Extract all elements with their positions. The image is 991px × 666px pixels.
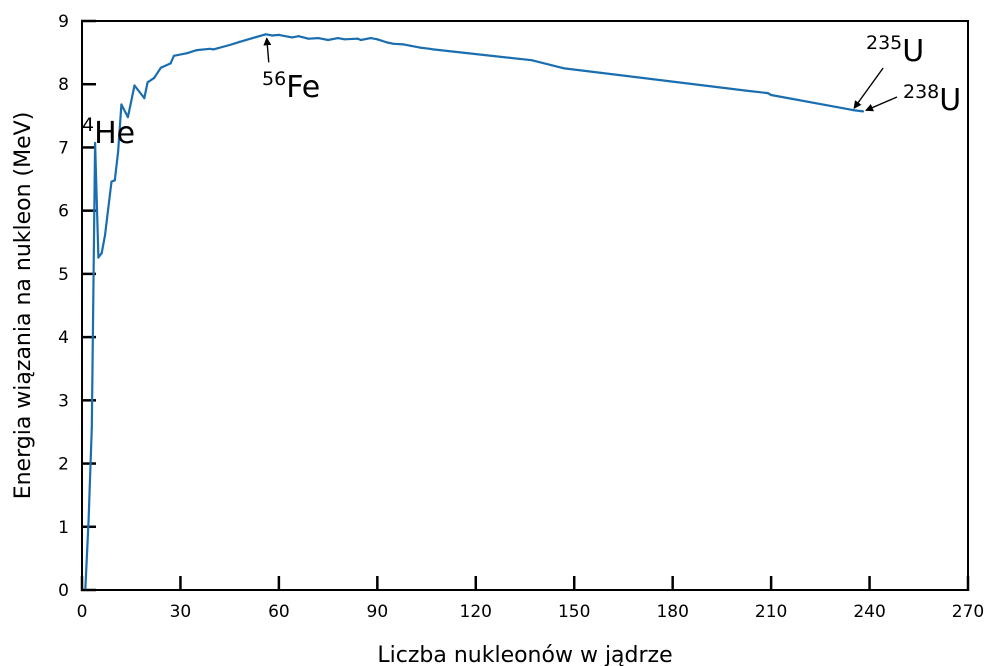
data-point xyxy=(103,234,107,237)
data-point xyxy=(251,37,254,40)
data-point xyxy=(336,37,340,40)
y-tick-label: 1 xyxy=(58,518,69,538)
x-tick-label: 30 xyxy=(170,602,192,622)
data-point xyxy=(133,84,136,87)
annotation-superscript: 4 xyxy=(82,114,94,136)
annotation-superscript: 238 xyxy=(903,81,939,103)
data-point xyxy=(290,36,294,39)
data-point xyxy=(343,38,346,41)
data-point xyxy=(277,33,280,37)
data-point xyxy=(386,41,389,44)
data-point xyxy=(271,34,274,37)
data-point xyxy=(287,35,290,38)
annotation-element: U xyxy=(939,83,961,118)
x-axis-title: Liczba nukleonów w jądrze xyxy=(377,643,672,666)
data-point xyxy=(94,141,97,145)
annotation-label: 4He xyxy=(82,114,135,151)
plot-frame xyxy=(81,20,969,591)
data-point xyxy=(432,48,435,51)
data-point xyxy=(90,426,93,429)
data-point xyxy=(169,62,172,65)
x-tick-label: 210 xyxy=(755,602,787,622)
annotation-label: 56Fe xyxy=(262,68,320,105)
x-tick-label: 270 xyxy=(952,602,984,622)
data-point xyxy=(392,42,395,45)
annotation-label: 238U xyxy=(903,81,961,118)
y-tick-label: 8 xyxy=(58,75,69,95)
y-tick-label: 0 xyxy=(58,581,69,601)
annotation-arrow xyxy=(853,67,884,109)
x-tick-label: 240 xyxy=(853,602,885,622)
data-point xyxy=(402,43,405,46)
data-point xyxy=(87,518,90,521)
data-point xyxy=(428,47,431,50)
y-tick-label: 9 xyxy=(58,12,69,32)
data-point xyxy=(770,93,773,97)
data-point xyxy=(212,48,215,51)
data-point xyxy=(264,33,267,36)
data-point xyxy=(228,43,231,47)
data-point xyxy=(146,81,149,84)
data-point xyxy=(297,35,300,38)
y-axis-title: Energia wiązania na nukleon (MeV) xyxy=(11,112,36,500)
data-point xyxy=(861,110,865,113)
annotation-label: 235U xyxy=(866,32,924,69)
annotation-element: U xyxy=(902,34,924,69)
x-tick-label: 120 xyxy=(460,602,492,622)
data-point xyxy=(409,44,412,47)
data-point xyxy=(369,37,372,40)
data-point xyxy=(327,38,330,42)
series-line xyxy=(84,33,864,591)
data-point xyxy=(852,109,855,112)
data-point xyxy=(195,49,198,52)
data-point xyxy=(376,38,379,41)
annotation-superscript: 56 xyxy=(262,68,286,90)
annotation-element: He xyxy=(94,116,135,151)
data-points xyxy=(84,33,865,592)
data-point xyxy=(159,66,162,69)
data-point xyxy=(530,59,533,62)
data-point xyxy=(307,37,310,40)
data-point xyxy=(356,37,359,40)
data-point xyxy=(117,150,120,153)
data-point xyxy=(143,97,146,100)
x-tick-label: 90 xyxy=(367,602,389,622)
annotation-superscript: 235 xyxy=(866,32,902,54)
y-tick-label: 3 xyxy=(58,391,69,411)
x-tick-label: 0 xyxy=(77,602,88,622)
data-point xyxy=(238,40,241,44)
x-tick-label: 60 xyxy=(268,602,290,622)
data-point xyxy=(563,67,566,70)
data-point xyxy=(113,179,116,182)
data-point xyxy=(317,37,320,40)
data-point xyxy=(359,38,362,42)
y-tick-label: 7 xyxy=(58,138,69,158)
data-point xyxy=(743,89,747,92)
data-point xyxy=(172,54,175,57)
data-point xyxy=(185,52,189,55)
annotation-element: Fe xyxy=(286,70,320,105)
data-point xyxy=(97,256,100,259)
data-point xyxy=(418,46,422,49)
data-point xyxy=(120,103,123,106)
y-tick-label: 2 xyxy=(58,455,69,475)
data-point xyxy=(110,180,113,183)
data-point xyxy=(153,76,156,79)
x-tick-label: 180 xyxy=(656,602,688,622)
annotation-arrow xyxy=(865,96,898,112)
data-point xyxy=(766,92,769,95)
x-tick-label: 150 xyxy=(558,602,590,622)
annotation-arrow xyxy=(263,37,272,63)
y-tick-label: 5 xyxy=(58,265,69,285)
data-point xyxy=(100,251,103,255)
y-tick-label: 6 xyxy=(58,202,69,222)
y-tick-label: 4 xyxy=(58,328,69,348)
data-point xyxy=(208,47,212,50)
data-point xyxy=(126,116,129,119)
